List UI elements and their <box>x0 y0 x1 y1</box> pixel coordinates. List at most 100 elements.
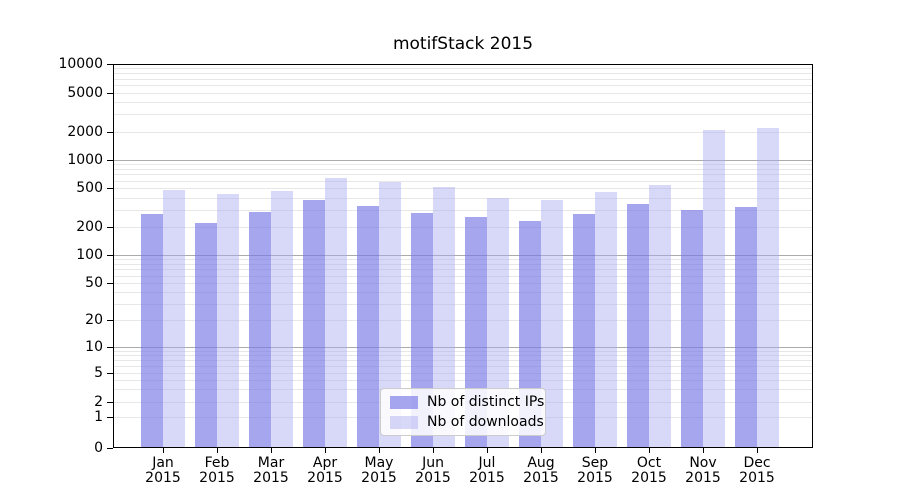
gridline-minor <box>113 68 813 70</box>
gridline-minor <box>113 197 813 199</box>
gridline-minor <box>113 275 813 277</box>
gridline-minor <box>113 92 813 94</box>
legend-label-distinct-ips: Nb of distinct IPs <box>427 394 545 410</box>
gridline-minor <box>113 209 813 211</box>
bar-ips-apr <box>303 199 325 448</box>
x-tick-label: Oct 2015 <box>631 455 667 486</box>
x-tick-mark <box>595 448 596 453</box>
y-tick-mark <box>107 159 113 161</box>
legend-item-downloads: Nb of downloads <box>381 414 545 430</box>
y-tick-mark <box>107 320 113 321</box>
x-tick-mark <box>541 448 542 453</box>
legend-swatch-downloads <box>390 415 418 429</box>
x-tick-label: Mar 2015 <box>253 455 289 486</box>
gridline-minor <box>113 180 813 182</box>
x-tick-mark <box>433 448 434 453</box>
x-tick-label: Jun 2015 <box>415 455 451 486</box>
y-tick-mark <box>107 402 113 403</box>
gridline-minor <box>113 373 813 374</box>
x-tick-label: May 2015 <box>361 455 397 486</box>
gridline-minor <box>113 78 813 80</box>
y-tick-mark <box>107 347 113 348</box>
y-tick-label: 20 <box>85 312 103 328</box>
x-tick-mark <box>271 448 272 453</box>
y-tick-label: 50 <box>85 275 103 291</box>
y-tick-label: 5000 <box>67 84 103 101</box>
bar-downloads-jan <box>163 189 185 448</box>
bar-ips-mar <box>249 212 271 448</box>
y-tick-label: 1000 <box>67 151 103 168</box>
legend-swatch-distinct-ips <box>390 395 418 409</box>
bar-ips-nov <box>681 210 703 448</box>
bar-ips-dec <box>735 207 757 448</box>
gridline-minor <box>113 380 813 382</box>
gridline-minor <box>113 351 813 352</box>
x-tick-label: Nov 2015 <box>685 455 721 486</box>
y-tick-label: 1 <box>94 409 103 425</box>
gridline-minor <box>113 73 813 75</box>
x-tick-mark <box>379 448 380 453</box>
y-tick-label: 2000 <box>67 123 103 140</box>
gridline-major <box>113 159 813 161</box>
x-tick-mark <box>163 448 164 453</box>
y-tick-label: 10000 <box>58 56 103 72</box>
bar-downloads-nov <box>703 130 725 448</box>
legend-label-downloads: Nb of downloads <box>427 414 544 430</box>
bar-downloads-aug <box>541 199 563 448</box>
gridline-minor <box>113 226 813 228</box>
gridline-minor <box>113 168 813 170</box>
x-tick-mark <box>325 448 326 453</box>
gridline-minor <box>113 131 813 133</box>
y-tick-mark <box>107 131 113 133</box>
gridline-minor <box>113 292 813 293</box>
plot-area: Nb of distinct IPs Nb of downloads <box>113 64 813 448</box>
bar-downloads-may <box>379 181 401 448</box>
y-tick-label: 0 <box>94 440 103 456</box>
legend: Nb of distinct IPs Nb of downloads <box>380 388 546 436</box>
gridline-minor <box>113 102 813 104</box>
bar-ips-oct <box>627 203 649 448</box>
x-tick-mark <box>217 448 218 453</box>
bar-downloads-sep <box>595 192 617 448</box>
y-tick-mark <box>107 92 113 94</box>
gridline-minor <box>113 320 813 321</box>
y-tick-mark <box>107 226 113 228</box>
y-tick-label: 100 <box>76 247 103 263</box>
x-tick-mark <box>487 448 488 453</box>
bar-downloads-dec <box>757 128 779 448</box>
bar-ips-jan <box>141 214 163 448</box>
chart-title: motifStack 2015 <box>392 34 534 54</box>
x-tick-mark <box>703 448 704 453</box>
bar-ips-feb <box>195 222 217 448</box>
y-tick-mark <box>107 448 113 449</box>
x-tick-label: Feb 2015 <box>199 455 235 486</box>
bar-downloads-jun <box>433 186 455 448</box>
y-tick-label: 5 <box>94 365 103 381</box>
y-tick-mark <box>107 417 113 418</box>
bar-downloads-oct <box>649 184 671 448</box>
gridline-minor <box>113 269 813 271</box>
bar-downloads-feb <box>217 194 239 448</box>
x-tick-label: Aug 2015 <box>523 455 559 486</box>
y-tick-mark <box>107 373 113 374</box>
gridline-minor <box>113 188 813 190</box>
gridline-minor <box>113 264 813 265</box>
gridline-minor <box>113 355 813 357</box>
y-tick-label: 200 <box>76 218 103 235</box>
bar-downloads-mar <box>271 191 293 448</box>
gridline-minor <box>113 114 813 116</box>
x-tick-mark <box>757 448 758 453</box>
y-tick-mark <box>107 255 113 256</box>
gridline-minor <box>113 259 813 261</box>
bar-downloads-apr <box>325 178 347 448</box>
gridline-minor <box>113 174 813 176</box>
gridline-major <box>113 347 813 348</box>
gridline-minor <box>113 366 813 368</box>
gridline-major <box>113 255 813 256</box>
legend-item-distinct-ips: Nb of distinct IPs <box>381 394 545 410</box>
y-tick-label: 500 <box>76 180 103 197</box>
x-tick-label: Jan 2015 <box>145 455 181 486</box>
y-tick-mark <box>107 283 113 284</box>
x-tick-label: Apr 2015 <box>307 455 343 486</box>
